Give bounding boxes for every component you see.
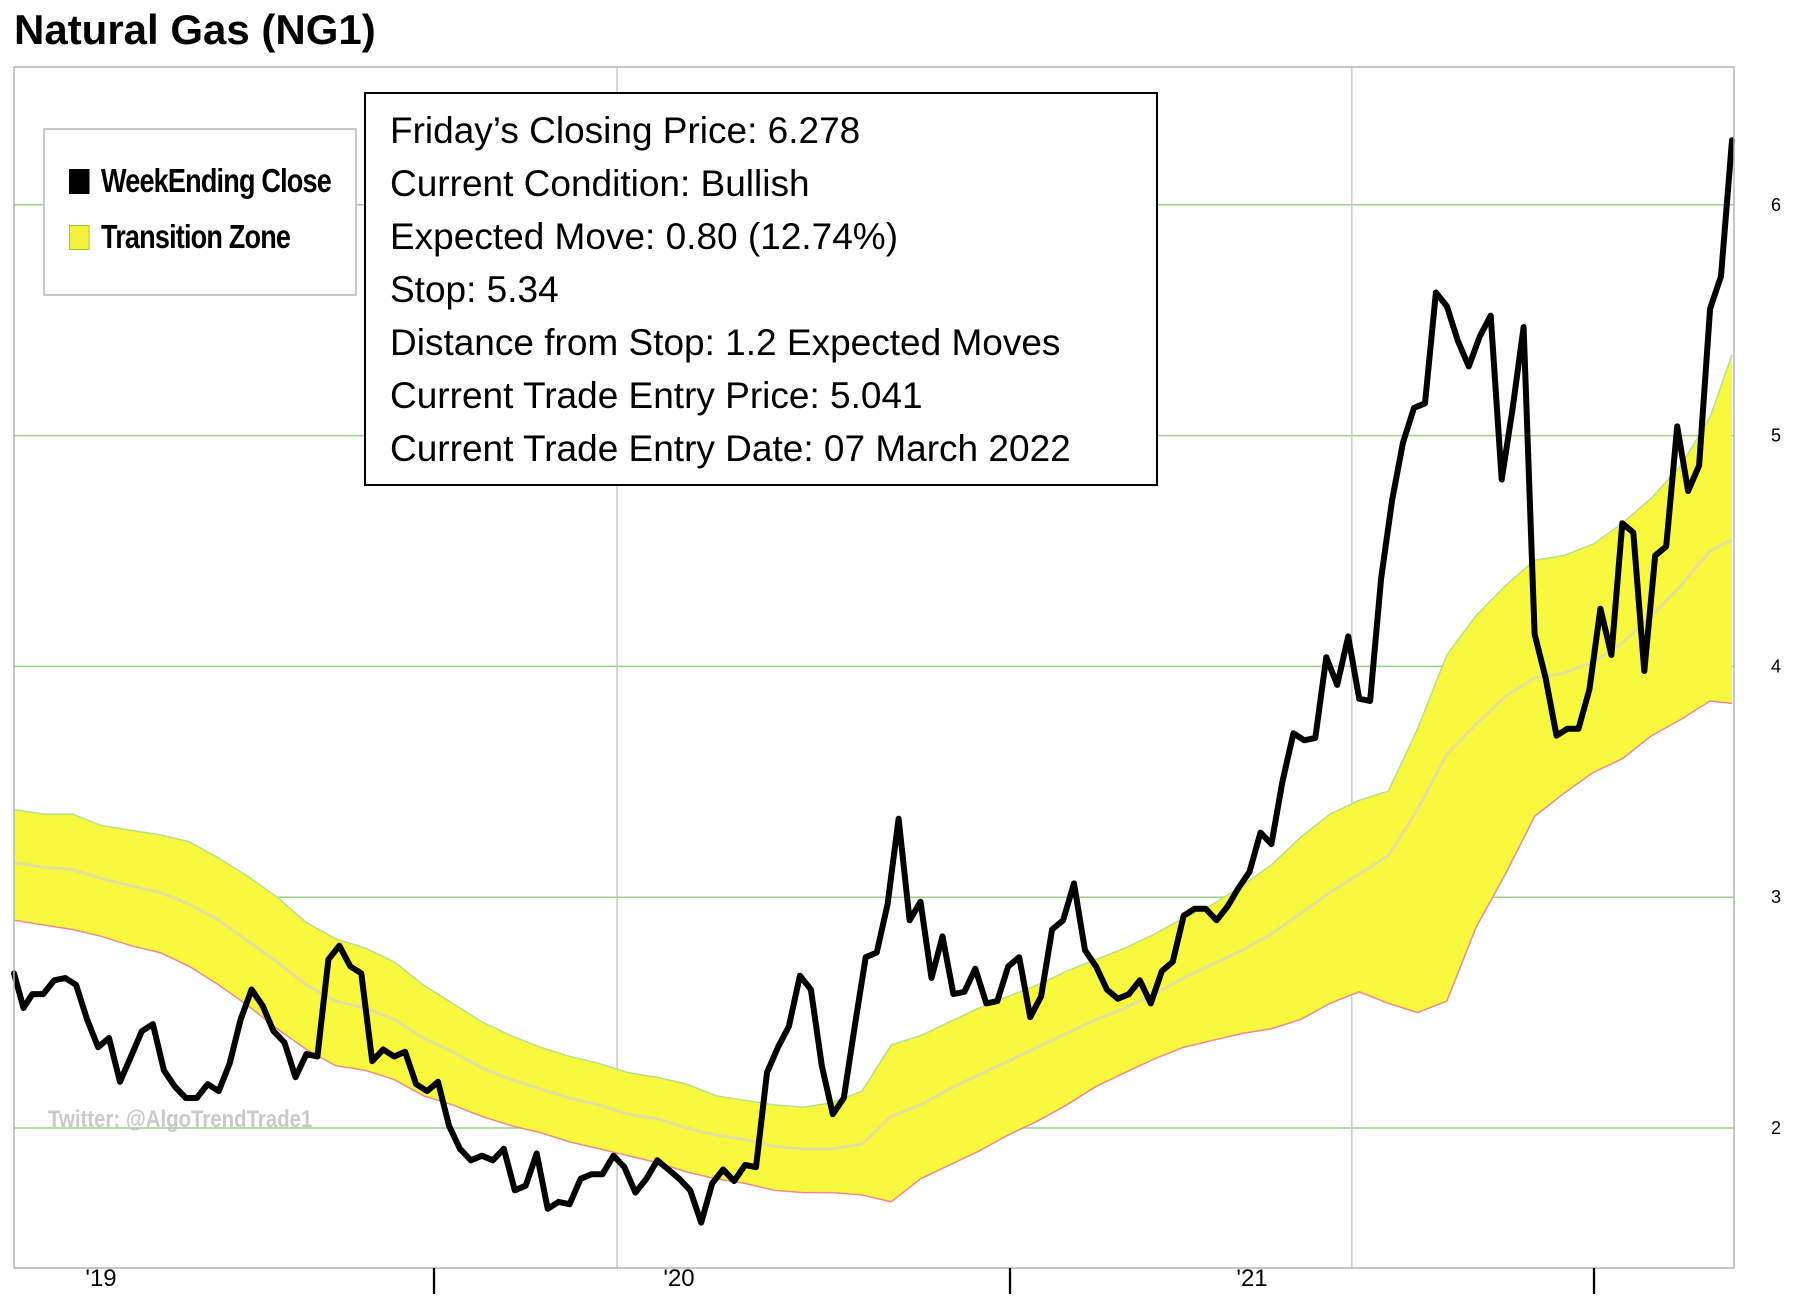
x-tick-separator: |	[1590, 1263, 1597, 1294]
info-current-condition: Current Condition: Bullish	[390, 163, 810, 204]
legend-label-zone: Transition Zone	[100, 218, 291, 255]
legend-label-close: WeekEnding Close	[100, 162, 332, 199]
transition-zone-midline	[13, 538, 1733, 1151]
watermark: Twitter: @AlgoTrendTrade1	[48, 1106, 313, 1133]
transition-zone-lower-edge	[13, 700, 1733, 1203]
chart-title: Natural Gas (NG1)	[14, 6, 376, 53]
info-entry-date: Current Trade Entry Date: 07 March 2022	[390, 428, 1071, 469]
weekending-close-line	[11, 137, 1735, 1226]
y-tick-label: 3	[1771, 887, 1781, 907]
x-tick-separator: |	[1006, 1263, 1013, 1294]
info-stop: Stop: 5.34	[390, 269, 559, 310]
legend-item-zone: Transition Zone	[69, 218, 291, 256]
legend-swatch-zone	[69, 224, 90, 250]
transition-zone-band	[13, 354, 1733, 1203]
info-expected-move: Expected Move: 0.80 (12.74%)	[390, 216, 899, 257]
y-tick-label: 6	[1771, 195, 1781, 215]
legend-swatch-close	[69, 168, 90, 194]
x-tick-separator: |	[430, 1263, 437, 1294]
info-closing-price: Friday’s Closing Price: 6.278	[390, 110, 861, 151]
legend-item-close: WeekEnding Close	[69, 162, 332, 200]
y-tick-label: 5	[1771, 426, 1781, 446]
x-tick-label: '19	[85, 1265, 116, 1292]
trade-info-box: Friday’s Closing Price: 6.278 Current Co…	[364, 92, 1158, 486]
axes: 234567'19|'20|'21|	[13, 66, 1781, 1294]
info-entry-price: Current Trade Entry Price: 5.041	[390, 375, 923, 416]
transition-zone-fill	[14, 354, 1732, 1202]
x-tick-label: '21	[1236, 1265, 1267, 1292]
y-tick-label: 2	[1771, 1118, 1781, 1138]
x-tick-label: '20	[663, 1265, 694, 1292]
y-tick-label: 4	[1771, 656, 1781, 676]
legend: WeekEnding Close Transition Zone	[43, 128, 357, 296]
transition-zone-upper-edge	[13, 354, 1733, 1108]
info-distance-from-stop: Distance from Stop: 1.2 Expected Moves	[390, 322, 1061, 363]
plot-frame	[13, 66, 1735, 1269]
weekending-close-series	[11, 137, 1735, 1226]
